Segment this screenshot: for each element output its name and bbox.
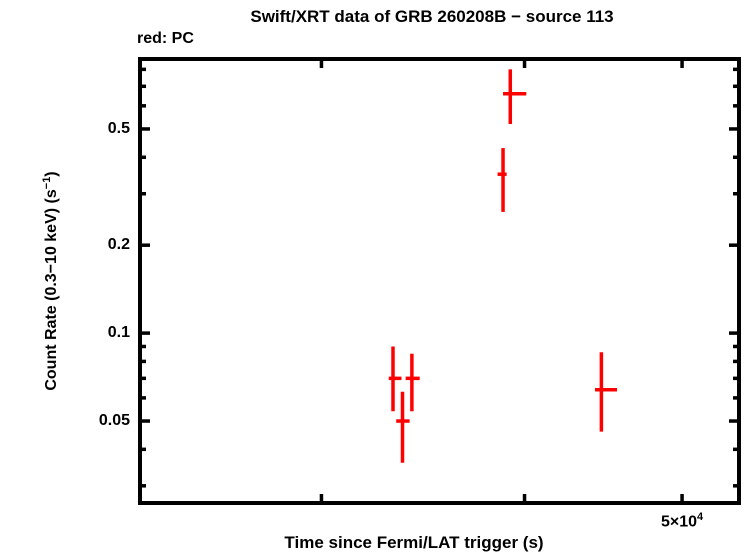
plot-frame: [138, 57, 741, 505]
y-tick-label: 0.5: [107, 119, 130, 137]
chart-title: Swift/XRT data of GRB 260208B − source 1…: [250, 7, 614, 26]
mode-legend-label: red: PC: [137, 30, 194, 47]
x-axis-label: Time since Fermi/LAT trigger (s): [284, 533, 544, 552]
x-tick-label-base: 5×10: [660, 513, 698, 531]
y-tick-label: 0.1: [107, 324, 130, 342]
y-tick-label: 0.05: [98, 412, 130, 430]
x-tick-label-exponent: 4: [697, 511, 704, 523]
y-tick-label: 0.2: [107, 236, 130, 254]
x-tick-label-5e4: 5×104: [661, 511, 703, 531]
